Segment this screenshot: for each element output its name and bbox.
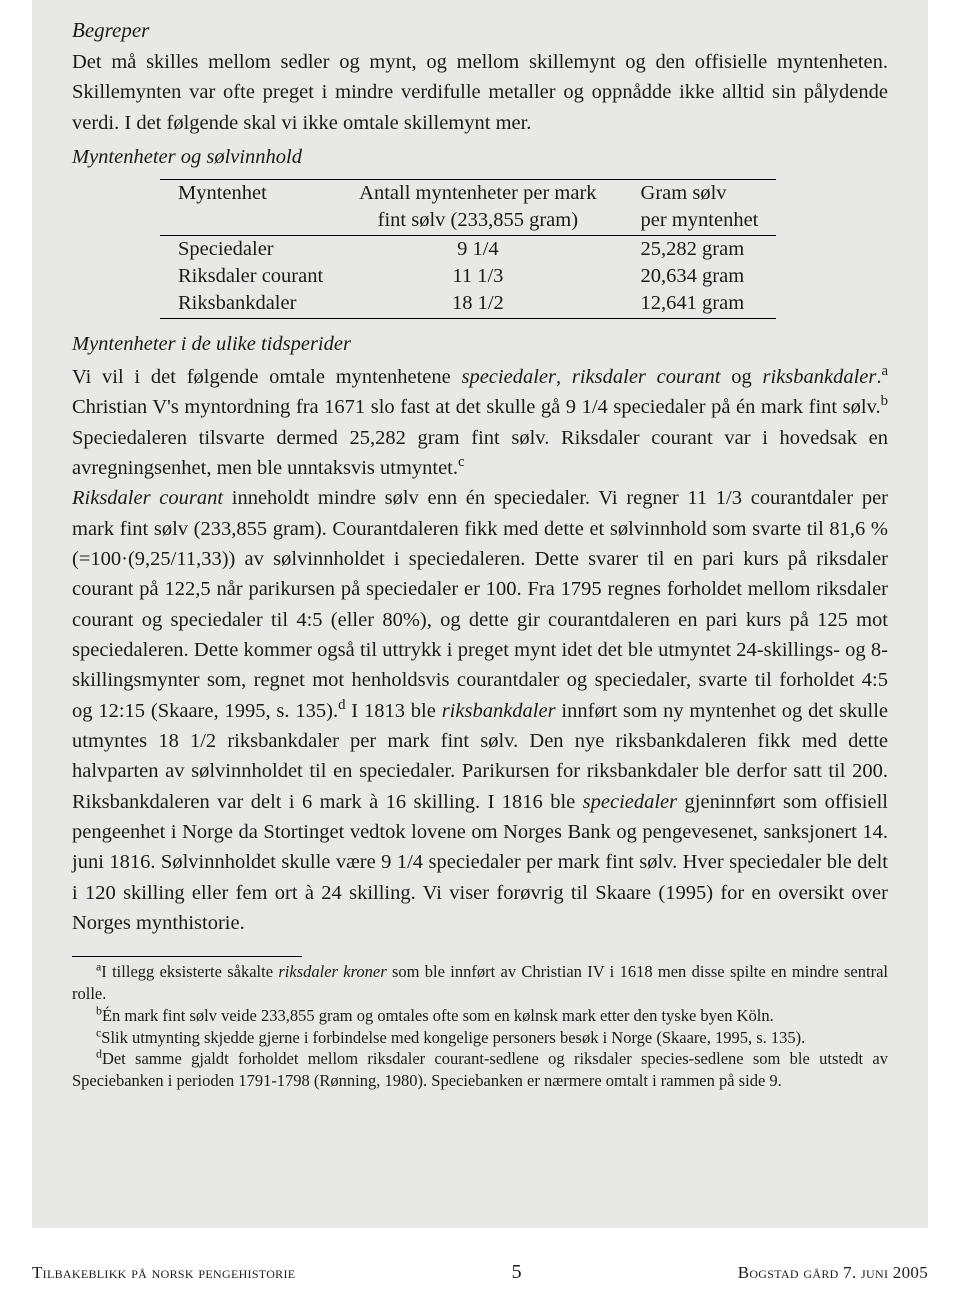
body-text: I 1813 ble <box>345 700 441 722</box>
intro-paragraph: Det må skilles mellom sedler og mynt, og… <box>72 47 888 138</box>
term-speciedaler: speciedaler <box>461 366 556 388</box>
footnote-c: cSlik utmynting skjedde gjerne i forbind… <box>72 1027 888 1049</box>
subheading-2: Myntenheter i de ulike tidsperider <box>72 333 888 356</box>
table-cell: 11 1/3 <box>341 263 614 290</box>
term-riksdaler-kroner: riksdaler kroner <box>278 962 386 981</box>
term-riksdaler-courant: Riksdaler courant <box>72 487 223 509</box>
body-text: og <box>720 366 762 388</box>
section-title: Begreper <box>72 18 888 43</box>
table-cell: 12,641 gram <box>615 290 777 319</box>
term-speciedaler: speciedaler <box>583 791 678 813</box>
body-paragraph: Riksdaler courant inneholdt mindre sølv … <box>72 483 888 938</box>
footnote-d: dDet samme gjaldt forholdet mellom riksd… <box>72 1048 888 1092</box>
content-box: Begreper Det må skilles mellom sedler og… <box>32 0 928 1228</box>
table-cell: 20,634 gram <box>615 263 777 290</box>
footnote-ref-a: a <box>881 363 888 379</box>
footnote-ref-b: b <box>881 393 888 409</box>
table-cell: 18 1/2 <box>341 290 614 319</box>
body-text: , <box>556 366 572 388</box>
table-cell: 25,282 gram <box>615 235 777 263</box>
footnote-text: I tillegg eksisterte såkalte <box>101 962 278 981</box>
table-head-c1: Myntenhet <box>160 179 341 207</box>
body-text: Vi vil i det følgende omtale myntenheten… <box>72 366 461 388</box>
footer-right: Bogstad gård 7. juni 2005 <box>738 1263 928 1283</box>
table-cell: Riksdaler courant <box>160 263 341 290</box>
table-cell: 9 1/4 <box>341 235 614 263</box>
term-riksbankdaler: riksbankdaler <box>442 700 556 722</box>
coin-table: Myntenhet Antall myntenheter per mark Gr… <box>160 179 776 319</box>
footer-left: Tilbakeblikk på norsk pengehistorie <box>32 1263 295 1283</box>
footnote-b: bÉn mark fint sølv veide 233,855 gram og… <box>72 1005 888 1027</box>
table-head2-c2: fint sølv (233,855 gram) <box>341 207 614 236</box>
footnote-ref-c: c <box>458 454 465 470</box>
body-paragraph: Vi vil i det følgende omtale myntenheten… <box>72 362 888 483</box>
body-text: inneholdt mindre sølv enn én speciedaler… <box>72 487 888 721</box>
subheading-1: Myntenheter og sølvinnhold <box>72 146 888 169</box>
page-footer: Tilbakeblikk på norsk pengehistorie 5 Bo… <box>32 1261 928 1284</box>
term-riksdaler-courant: riksdaler courant <box>572 366 721 388</box>
footnote-text: Én mark fint sølv veide 233,855 gram og … <box>102 1006 774 1025</box>
footnote-text: Slik utmynting skjedde gjerne i forbinde… <box>101 1028 805 1047</box>
body-text: Christian V's myntordning fra 1671 slo f… <box>72 396 881 418</box>
footnote-a: aI tillegg eksisterte såkalte riksdaler … <box>72 961 888 1005</box>
table-head-c3: Gram sølv <box>615 179 777 207</box>
table-head2-c1 <box>160 207 341 236</box>
table-cell: Riksbankdaler <box>160 290 341 319</box>
page-number: 5 <box>512 1261 522 1284</box>
footnote-separator <box>72 956 302 957</box>
body-text: Speciedaleren tilsvarte dermed 25,282 gr… <box>72 427 888 479</box>
footnote-text: Det samme gjaldt forholdet mellom riksda… <box>72 1049 888 1090</box>
footnotes: aI tillegg eksisterte såkalte riksdaler … <box>72 961 888 1092</box>
term-riksbankdaler: riksbankdaler <box>762 366 876 388</box>
table-head2-c3: per myntenhet <box>615 207 777 236</box>
table-cell: Speciedaler <box>160 235 341 263</box>
table-head-c2: Antall myntenheter per mark <box>341 179 614 207</box>
